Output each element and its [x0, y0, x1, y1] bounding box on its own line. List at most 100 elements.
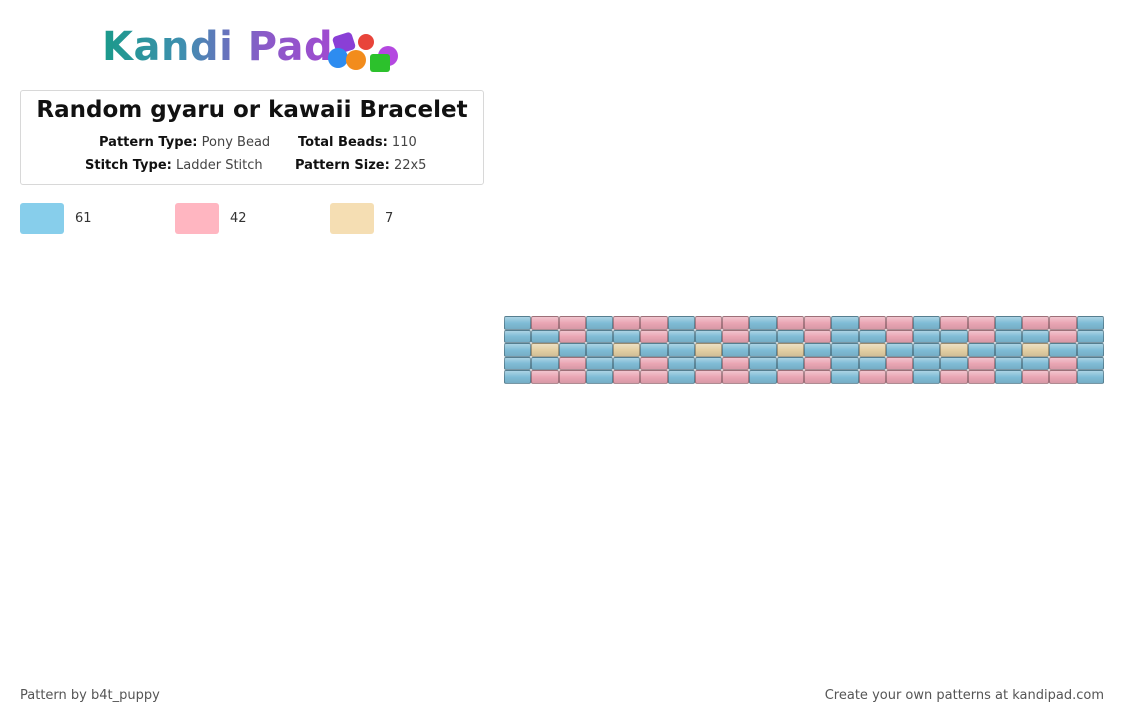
bead	[694, 343, 723, 357]
bead	[1022, 343, 1050, 357]
detail: Total Beads: 110	[298, 135, 417, 150]
bead	[531, 343, 559, 357]
bead	[640, 356, 668, 371]
detail: Pattern Type: Pony Bead	[99, 135, 270, 150]
detail-value: Pony Bead	[201, 135, 271, 150]
pattern-card: Random gyaru or kawaii Bracelet Pattern …	[20, 90, 484, 185]
bead	[1076, 329, 1104, 344]
bead	[831, 370, 859, 384]
bead	[858, 370, 886, 384]
bead	[667, 370, 695, 384]
bead	[749, 316, 777, 330]
bead	[967, 329, 995, 344]
bead	[531, 356, 559, 371]
pattern-title: Random gyaru or kawaii Bracelet	[36, 97, 468, 123]
bead	[585, 316, 614, 330]
logo[interactable]: Kandi Pad	[102, 24, 334, 70]
bead	[776, 343, 804, 357]
bead	[667, 329, 695, 344]
bead	[831, 316, 859, 330]
bead	[994, 316, 1023, 330]
bead	[967, 316, 995, 330]
author[interactable]: Pattern by b4t_puppy	[20, 688, 160, 703]
bead	[776, 329, 804, 344]
bead	[940, 343, 968, 357]
bead	[1049, 370, 1077, 384]
bead	[913, 356, 941, 371]
bead	[585, 370, 614, 384]
bead	[1049, 343, 1077, 357]
color-swatch	[330, 203, 374, 234]
bead	[531, 370, 559, 384]
detail-value: Ladder Stitch	[176, 158, 263, 173]
bead	[913, 316, 941, 330]
bead	[504, 356, 532, 371]
bead	[776, 316, 804, 330]
bead	[1076, 316, 1104, 330]
bead	[831, 329, 859, 344]
detail: Stitch Type: Ladder Stitch	[85, 158, 263, 173]
bead	[885, 343, 914, 357]
bead	[940, 370, 968, 384]
bead	[1022, 356, 1050, 371]
bead	[504, 316, 532, 330]
bead	[585, 343, 614, 357]
bead	[694, 356, 723, 371]
bead	[613, 370, 641, 384]
bead	[585, 356, 614, 371]
bead	[1049, 316, 1077, 330]
bead	[722, 356, 750, 371]
bead	[776, 370, 804, 384]
bead	[885, 329, 914, 344]
bead	[694, 370, 723, 384]
color-swatch	[175, 203, 219, 234]
bead	[749, 356, 777, 371]
bead	[613, 329, 641, 344]
bead	[940, 316, 968, 330]
bead	[504, 370, 532, 384]
bead	[722, 370, 750, 384]
bead	[613, 316, 641, 330]
bead	[858, 316, 886, 330]
bead	[558, 370, 586, 384]
bead	[1022, 316, 1050, 330]
bead	[1076, 370, 1104, 384]
bead	[913, 370, 941, 384]
bead	[585, 329, 614, 344]
bead	[858, 329, 886, 344]
bead	[885, 316, 914, 330]
bead	[667, 316, 695, 330]
bead	[667, 343, 695, 357]
detail-value: 22x5	[393, 158, 427, 173]
bead	[1049, 329, 1077, 344]
bead	[831, 343, 859, 357]
detail-label: Total Beads:	[298, 135, 388, 150]
bead	[558, 316, 586, 330]
color-count: 7	[385, 211, 394, 226]
bead	[558, 356, 586, 371]
bead	[722, 343, 750, 357]
bead	[749, 343, 777, 357]
bead	[885, 356, 914, 371]
bead	[613, 356, 641, 371]
bead	[558, 329, 586, 344]
credit[interactable]: Create your own patterns at kandipad.com	[824, 688, 1104, 703]
bead	[531, 329, 559, 344]
bead	[722, 316, 750, 330]
bead	[749, 370, 777, 384]
bead	[804, 370, 832, 384]
bead	[640, 370, 668, 384]
bead	[749, 329, 777, 344]
detail-label: Pattern Size:	[295, 158, 390, 173]
bead	[994, 329, 1023, 344]
bead	[640, 343, 668, 357]
bead	[804, 316, 832, 330]
bead	[831, 356, 859, 371]
bead	[1049, 356, 1077, 371]
color-count: 42	[230, 211, 247, 226]
bead	[994, 356, 1023, 371]
bead	[885, 370, 914, 384]
bead	[1022, 329, 1050, 344]
bead	[694, 316, 723, 330]
